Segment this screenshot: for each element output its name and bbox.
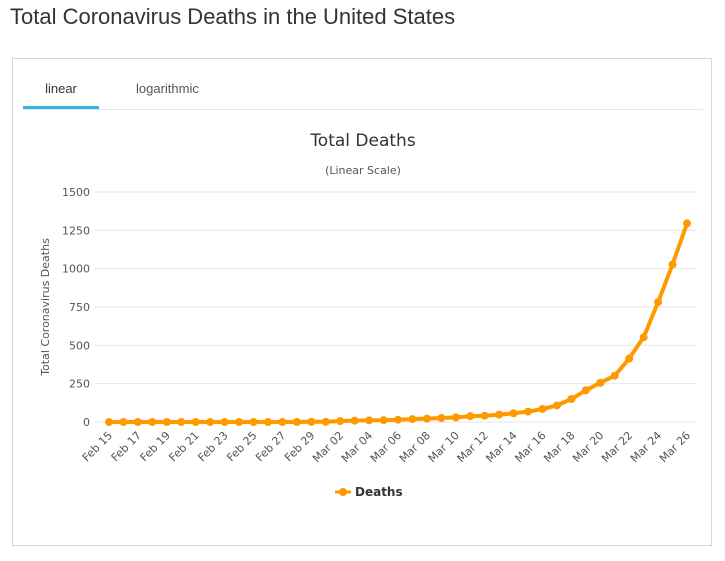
x-tick-label: Feb 15 [80, 429, 115, 464]
data-point[interactable] [610, 371, 619, 380]
data-point[interactable] [119, 418, 128, 426]
x-tick-label: Mar 20 [570, 429, 606, 465]
data-point[interactable] [596, 378, 605, 387]
data-point[interactable] [307, 417, 316, 426]
data-point[interactable] [379, 416, 388, 425]
x-tick-label: Mar 22 [599, 429, 635, 465]
x-tick-label: Mar 08 [397, 429, 433, 465]
data-point[interactable] [206, 418, 215, 426]
chart-title: Total Deaths [309, 131, 416, 151]
y-tick-label: 1500 [62, 186, 90, 199]
data-point[interactable] [552, 401, 561, 410]
x-tick-label: Feb 23 [195, 429, 230, 464]
data-point[interactable] [191, 418, 200, 426]
y-tick-label: 250 [69, 378, 90, 391]
data-point[interactable] [133, 418, 142, 426]
data-point[interactable] [365, 416, 374, 425]
x-tick-label: Mar 02 [310, 429, 346, 465]
grid-lines [95, 191, 697, 423]
page-title: Total Coronavirus Deaths in the United S… [10, 4, 456, 29]
legend[interactable]: Deaths [335, 485, 403, 499]
x-tick-label: Mar 04 [339, 429, 375, 465]
deaths-line-chart: Total Deaths (Linear Scale) Total Corona… [39, 131, 697, 499]
data-point[interactable] [394, 415, 402, 424]
data-point[interactable] [321, 417, 330, 426]
data-point[interactable] [249, 418, 258, 426]
legend-label-deaths: Deaths [355, 485, 403, 499]
x-tick-label: Feb 19 [138, 429, 173, 464]
data-point[interactable] [148, 418, 157, 426]
scale-tabs: linear logarithmic [23, 59, 703, 110]
legend-swatch-marker [339, 488, 347, 496]
tab-logarithmic[interactable]: logarithmic [136, 81, 199, 96]
data-point[interactable] [668, 260, 677, 269]
data-point[interactable] [625, 354, 634, 363]
data-point[interactable] [336, 417, 345, 426]
data-point[interactable] [683, 219, 691, 228]
x-tick-label: Mar 14 [483, 429, 519, 465]
x-tick-label: Mar 26 [657, 429, 693, 465]
data-point[interactable] [177, 418, 186, 426]
data-point[interactable] [292, 418, 301, 426]
data-point[interactable] [480, 411, 489, 420]
data-point[interactable] [451, 413, 460, 422]
x-tick-label: Feb 17 [109, 429, 144, 464]
data-point[interactable] [524, 407, 533, 416]
y-tick-label: 1250 [62, 224, 90, 237]
x-tick-label: Mar 24 [628, 429, 664, 465]
chart-panel: linear logarithmic Total Deaths (Linear … [12, 58, 712, 546]
x-tick-label: Mar 10 [426, 429, 462, 465]
data-point[interactable] [278, 418, 287, 426]
data-point[interactable] [509, 409, 518, 418]
y-tick-label: 0 [83, 416, 90, 429]
data-point[interactable] [235, 418, 244, 426]
x-tick-label: Mar 18 [541, 429, 577, 465]
series-line-deaths [107, 221, 689, 424]
x-tick-label: Feb 27 [253, 429, 288, 464]
data-point[interactable] [162, 418, 171, 426]
data-point[interactable] [220, 418, 229, 426]
y-tick-label: 500 [69, 339, 90, 352]
data-point[interactable] [495, 410, 504, 419]
y-tick-label: 1000 [62, 263, 90, 276]
tab-linear[interactable]: linear [45, 81, 77, 96]
data-point[interactable] [581, 386, 590, 395]
x-tick-label: Mar 12 [455, 429, 491, 465]
data-point[interactable] [466, 412, 475, 421]
x-tick-label: Mar 06 [368, 429, 404, 465]
data-point[interactable] [408, 415, 417, 424]
x-tick-label: Feb 25 [224, 429, 259, 464]
x-tick-label: Feb 21 [166, 429, 201, 464]
y-tick-label: 750 [69, 301, 90, 314]
data-point[interactable] [437, 414, 446, 423]
data-point[interactable] [263, 418, 272, 426]
y-tick-labels: 0 250 500 750 1000 1250 1500 [62, 186, 90, 429]
series-deaths [105, 219, 691, 426]
data-point[interactable] [654, 298, 663, 307]
data-point[interactable] [567, 395, 576, 403]
data-point[interactable] [105, 418, 113, 426]
y-axis-label: Total Coronavirus Deaths [39, 238, 52, 377]
active-tab-indicator [23, 106, 99, 109]
data-point[interactable] [350, 416, 359, 425]
data-point[interactable] [639, 333, 648, 342]
data-point[interactable] [422, 414, 431, 423]
data-point[interactable] [538, 404, 547, 413]
x-tick-label: Mar 16 [512, 429, 548, 465]
chart-subtitle: (Linear Scale) [325, 164, 401, 177]
